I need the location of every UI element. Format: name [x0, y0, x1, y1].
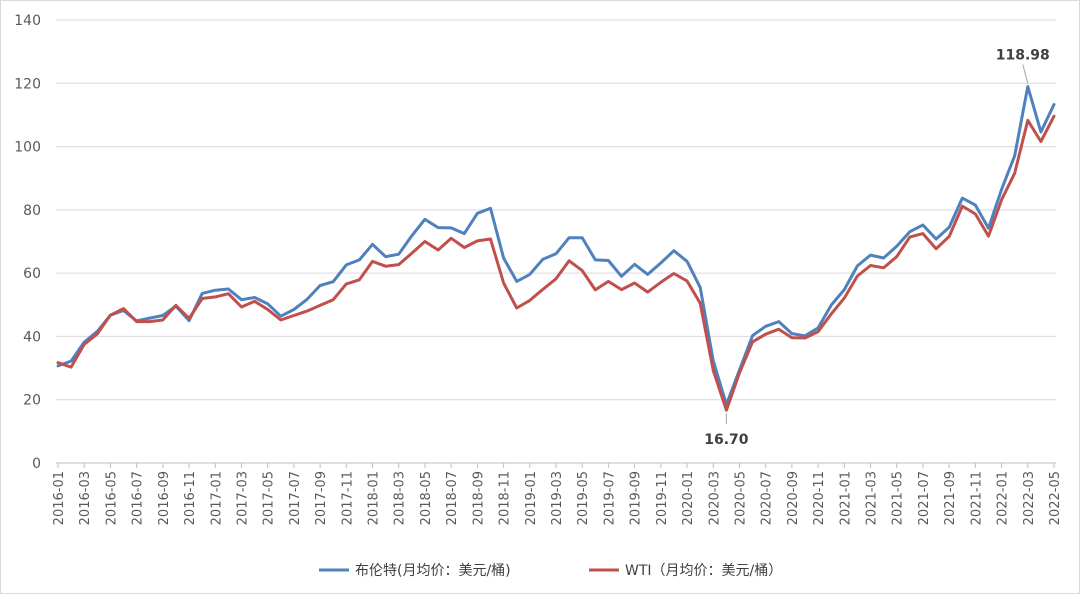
x-tick-label: 2018-01: [367, 471, 382, 525]
x-tick-label: 2021-11: [969, 471, 984, 525]
x-tick-label: 2020-05: [733, 471, 748, 525]
x-axis: 2016-01 2016-03 2016-05 2016-07 2016-09 2016-…: [52, 462, 1063, 525]
y-tick-label: 20: [23, 393, 41, 409]
x-tick-label: 2022-01: [996, 471, 1011, 525]
x-tick-label: 2016-07: [131, 471, 146, 525]
x-tick-label: 2020-03: [707, 471, 722, 525]
x-tick-label: 2016-09: [157, 471, 172, 525]
annotation-label-max: 118.98: [996, 48, 1050, 64]
x-tick-label: 2017-07: [288, 471, 303, 525]
annotation-leader-line: [1022, 64, 1029, 84]
y-tick-label: 100: [14, 140, 41, 156]
x-tick-label: 2017-05: [262, 471, 277, 525]
x-tick-label: 2022-03: [1022, 471, 1037, 525]
legend-label-1: WTI（月均价：美元/桶）: [625, 563, 782, 579]
y-tick-label: 140: [14, 13, 41, 29]
series-line-0: [56, 85, 1056, 406]
x-tick-label: 2019-07: [602, 471, 617, 525]
x-tick-label: 2018-11: [498, 471, 513, 525]
x-tick-label: 2022-05: [1048, 471, 1063, 525]
x-tick-label: 2021-05: [891, 471, 906, 525]
x-tick-label: 2021-09: [943, 471, 958, 525]
series-lines: [56, 85, 1056, 412]
x-tick-label: 2016-11: [183, 471, 198, 525]
x-tick-label: 2020-11: [812, 471, 827, 525]
x-tick-label: 2019-11: [655, 471, 670, 525]
x-tick-label: 2017-03: [235, 471, 250, 525]
annotations: 118.98 16.70: [704, 48, 1050, 449]
x-tick-label: 2016-03: [78, 471, 93, 525]
x-tick-label: 2020-01: [681, 471, 696, 525]
x-tick-label: 2018-07: [445, 471, 460, 525]
x-tick-label: 2021-03: [865, 471, 880, 525]
x-tick-label: 2018-03: [393, 471, 408, 525]
x-tick-label: 2018-05: [419, 471, 434, 525]
x-tick-label: 2019-09: [629, 471, 644, 525]
y-axis: 0 20 40 60 80 100 120 140: [14, 13, 41, 472]
y-tick-label: 120: [14, 76, 41, 92]
x-tick-label: 2017-09: [314, 471, 329, 525]
x-tick-label: 2019-05: [576, 471, 591, 525]
x-tick-label: 2017-01: [209, 471, 224, 525]
x-tick-label: 2017-11: [340, 471, 355, 525]
x-tick-label: 2019-01: [524, 471, 539, 525]
series-line-1: [56, 114, 1056, 412]
x-tick-label: 2018-09: [471, 471, 486, 525]
x-tick-label: 2016-01: [52, 471, 67, 525]
legend-label-0: 布伦特(月均价：美元/桶): [355, 563, 511, 579]
x-tick-label: 2019-03: [550, 471, 565, 525]
y-tick-label: 40: [23, 329, 41, 345]
annotation-label-min: 16.70: [704, 432, 749, 448]
y-tick-label: 80: [23, 203, 41, 219]
x-tick-label: 2020-07: [760, 471, 775, 525]
x-tick-label: 2016-05: [104, 471, 119, 525]
x-tick-label: 2020-09: [786, 471, 801, 525]
legend: 布伦特(月均价：美元/桶) WTI（月均价：美元/桶）: [319, 563, 782, 579]
x-tick-label: 2021-01: [838, 471, 853, 525]
gridlines: [56, 19, 1056, 464]
y-tick-label: 60: [23, 266, 41, 282]
x-tick-label: 2021-07: [917, 471, 932, 525]
y-tick-label: 0: [32, 456, 41, 472]
